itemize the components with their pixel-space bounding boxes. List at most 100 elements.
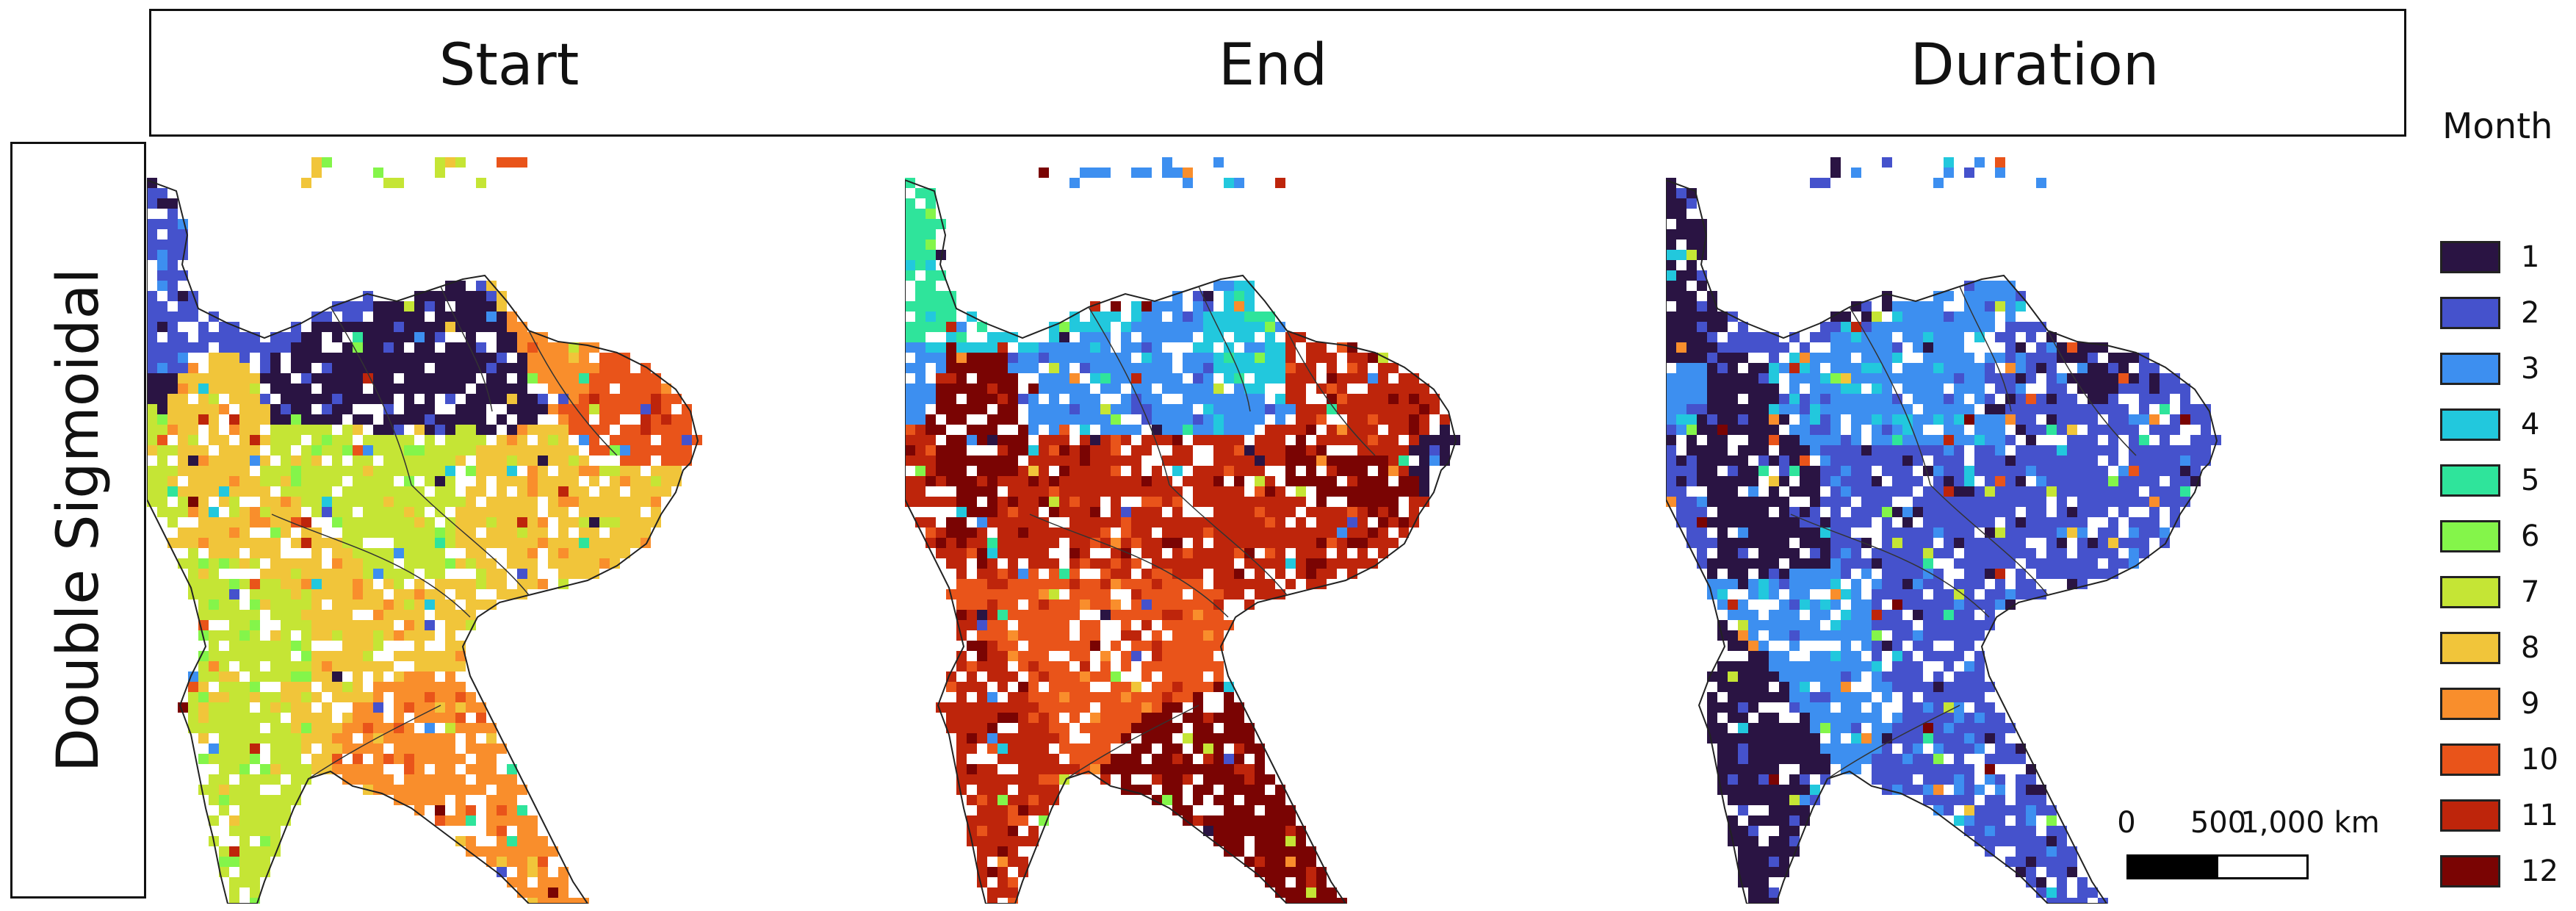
raster-cell xyxy=(599,497,610,507)
raster-cell xyxy=(425,404,435,414)
raster-cell xyxy=(1193,435,1203,445)
raster-cell xyxy=(1285,404,1296,414)
raster-cell xyxy=(353,353,363,363)
raster-cell xyxy=(1902,435,1913,445)
raster-cell xyxy=(1162,414,1172,425)
raster-cell xyxy=(281,373,291,384)
raster-cell xyxy=(507,435,517,445)
raster-cell xyxy=(527,353,538,363)
raster-cell xyxy=(373,168,383,178)
raster-cell xyxy=(342,743,353,754)
raster-cell xyxy=(997,887,1008,898)
raster-cell xyxy=(198,455,209,466)
raster-cell xyxy=(1985,373,1995,384)
raster-cell xyxy=(579,538,589,548)
raster-cell xyxy=(1039,384,1049,394)
raster-cell xyxy=(383,455,394,466)
raster-cell xyxy=(1131,579,1141,589)
raster-cell xyxy=(353,301,363,312)
raster-cell xyxy=(363,764,373,774)
raster-cell xyxy=(1141,620,1152,630)
raster-cell xyxy=(2067,476,2077,486)
raster-cell xyxy=(1069,476,1080,486)
raster-cell xyxy=(1851,363,1861,373)
raster-cell xyxy=(1306,414,1316,425)
raster-cell xyxy=(2149,476,2160,486)
raster-cell xyxy=(301,579,311,589)
raster-cell xyxy=(1152,610,1162,620)
raster-cell xyxy=(1152,312,1162,322)
raster-cell xyxy=(1244,363,1255,373)
raster-cell xyxy=(1902,682,1913,692)
raster-cell xyxy=(2088,342,2098,353)
raster-cell xyxy=(1111,373,1121,384)
raster-cell xyxy=(1234,291,1244,301)
raster-cell xyxy=(1193,363,1203,373)
raster-cell xyxy=(404,414,414,425)
raster-cell xyxy=(507,774,517,785)
raster-cell xyxy=(198,723,209,733)
raster-cell xyxy=(1974,425,1985,435)
raster-cell xyxy=(497,857,507,867)
raster-cell xyxy=(1974,322,1985,332)
raster-cell xyxy=(497,846,507,857)
raster-cell xyxy=(1944,476,1954,486)
raster-cell xyxy=(1861,599,1872,610)
raster-cell xyxy=(1008,455,1018,466)
raster-cell xyxy=(987,795,997,805)
raster-cell xyxy=(1316,548,1327,558)
raster-cell xyxy=(1738,373,1748,384)
raster-cell xyxy=(2139,517,2149,527)
raster-cell xyxy=(1059,610,1069,620)
raster-cell xyxy=(394,342,404,353)
raster-cell xyxy=(486,754,497,764)
raster-cell xyxy=(1841,466,1851,476)
raster-cell xyxy=(1676,219,1686,229)
raster-cell xyxy=(270,384,281,394)
raster-cell xyxy=(229,733,239,743)
raster-cell xyxy=(1368,425,1378,435)
raster-cell xyxy=(1686,312,1697,322)
raster-cell xyxy=(486,497,497,507)
country-border xyxy=(528,330,618,456)
raster-cell xyxy=(1738,723,1748,733)
raster-cell xyxy=(466,301,476,312)
raster-cell xyxy=(620,384,630,394)
raster-cell xyxy=(476,774,486,785)
raster-cell xyxy=(188,486,198,497)
raster-cell xyxy=(1347,363,1357,373)
raster-cell xyxy=(1141,342,1152,353)
raster-cell xyxy=(497,435,507,445)
raster-cell xyxy=(1892,641,1902,651)
raster-cell xyxy=(466,404,476,414)
raster-cell xyxy=(946,373,956,384)
raster-cell xyxy=(1152,486,1162,497)
raster-cell xyxy=(1059,373,1069,384)
raster-cell xyxy=(507,455,517,466)
raster-cell xyxy=(1830,733,1841,743)
raster-cell xyxy=(1944,363,1954,373)
raster-cell xyxy=(1409,394,1419,404)
raster-cell xyxy=(1131,630,1141,641)
raster-cell xyxy=(1090,743,1100,754)
raster-cell xyxy=(915,322,926,332)
raster-cell xyxy=(1183,353,1193,363)
raster-cell xyxy=(1830,414,1841,425)
raster-cell xyxy=(219,589,229,599)
raster-cell xyxy=(260,857,270,867)
raster-cell xyxy=(1285,455,1296,466)
raster-cell xyxy=(1183,517,1193,527)
raster-cell xyxy=(414,538,425,548)
raster-cell xyxy=(1810,178,1820,188)
raster-cell xyxy=(1275,435,1285,445)
raster-cell xyxy=(198,517,209,527)
raster-cell xyxy=(1974,651,1985,661)
raster-cell xyxy=(250,476,260,486)
raster-cell xyxy=(435,682,445,692)
raster-cell xyxy=(435,466,445,476)
raster-cell xyxy=(2036,445,2046,455)
raster-cell xyxy=(167,312,178,322)
raster-cell xyxy=(589,538,599,548)
raster-cell xyxy=(332,723,342,733)
raster-cell xyxy=(1193,764,1203,774)
